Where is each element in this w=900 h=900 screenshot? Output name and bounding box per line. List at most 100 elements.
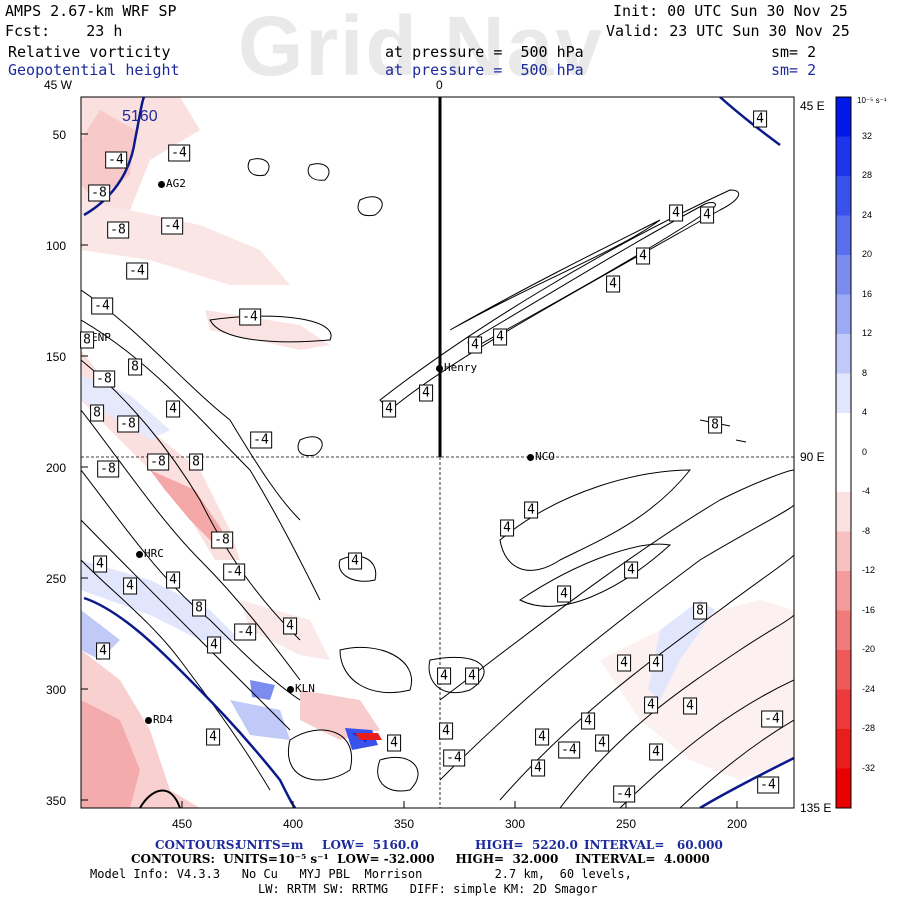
station-marker [158,181,165,188]
contour-value-label: 4 [624,561,638,579]
forecast-hour: Fcst: 23 h [5,22,123,40]
negative-vorticity-region [205,310,330,350]
contour-value-label: 4 [617,654,631,672]
meridian-label-0: 0 [436,78,443,92]
negative-vorticity-region [600,600,794,780]
contour-value-label: -8 [147,453,169,471]
station-marker [136,551,143,558]
y-tick-label: 250 [45,572,66,586]
footer-height-units: UNITS=m [236,838,304,852]
contour-value-label: 8 [708,416,722,434]
contour-value-label: 4 [595,734,609,752]
contour-value-label: -4 [234,623,256,641]
contour-value-label: -4 [223,563,245,581]
contour-value-label: -4 [161,217,183,235]
station-label: KLN [295,682,315,695]
contour-value-label: 4 [649,654,663,672]
contour-value-label: -8 [107,221,129,239]
contour-value-label: 4 [468,336,482,354]
footer-height-high: HIGH= 5220.0 [475,838,578,852]
footer-model-info: Model Info: V4.3.3 No Cu MYJ PBL Morriso… [90,867,632,881]
station-marker [287,686,294,693]
contour-value-label: 4 [493,328,507,346]
colorbar-swatch [836,452,851,493]
field2-name: Geopotential height [8,61,180,79]
contour-value-label: -8 [88,184,110,202]
contour-value-label: -4 [613,785,635,803]
colorbar-swatch [836,531,851,572]
contour-value-label: 4 [531,759,545,777]
contour-value-label: -4 [443,749,465,767]
x-tick-label: 300 [504,817,526,831]
footer-contours-label: CONTOURS: [155,838,239,852]
y-tick-label: 150 [45,350,66,364]
colorbar [836,97,851,809]
colorbar-tick-label: 8 [862,367,868,378]
positive-vorticity-region [81,375,170,440]
colorbar-tick-label: 4 [862,407,868,417]
station-label: RD4 [153,713,173,726]
field2-smoothing: sm= 2 [771,61,817,79]
contour-value-label: 4 [123,577,137,595]
contour-value-label: -8 [211,531,233,549]
station-marker [436,365,443,372]
height-contour [83,596,297,808]
contour-value-label: 4 [283,617,297,635]
negative-vorticity-region [81,200,290,285]
colorbar-swatch [836,650,851,690]
contour-value-label: 4 [93,555,107,573]
height-contour [699,756,794,808]
field1-name: Relative vorticity [8,43,171,61]
colorbar-swatch [836,294,851,335]
colorbar-tick-label: 16 [862,288,873,299]
contour-value-label: 4 [700,206,714,224]
colorbar-tick-label: 20 [862,249,873,259]
contour-value-label: 4 [636,247,650,265]
station-marker [145,717,152,724]
contour-value-label: 4 [206,728,220,746]
x-tick-label: 450 [171,817,193,831]
contour-value-label: -4 [239,308,261,326]
footer-physics-info: LW: RRTM SW: RRTMG DIFF: simple KM: 2D S… [258,882,598,896]
contour-value-label: -4 [126,262,148,280]
colorbar-tick-label: 24 [862,209,873,220]
contour-value-label: 4 [166,400,180,418]
negative-vorticity-region [81,700,140,808]
station-marker [527,454,534,461]
colorbar-tick-label: 32 [862,130,873,141]
y-tick-label: 300 [45,683,66,697]
contour-value-label: 4 [606,275,620,293]
contour-value-label: -8 [97,460,119,478]
colorbar-swatch [836,768,851,809]
contour-value-label: 4 [166,571,180,589]
contour-value-label: 4 [535,728,549,746]
contour-value-label: 8 [90,404,104,422]
colorbar-tick-label: -12 [862,565,876,575]
contour-value-label: 8 [189,453,203,471]
contour-value-label: -4 [250,431,272,449]
model-title: AMPS 2.67-km WRF SP [5,2,177,20]
field1-smoothing: sm= 2 [771,43,817,61]
height-contour-label: 5160 [122,108,158,125]
colorbar-swatch [836,136,851,177]
contour-value-label: 8 [80,331,94,349]
meridian-label-90e: 90 E [800,450,825,464]
colorbar-tick-label: 0 [862,446,868,457]
contour-value-label: 4 [439,722,453,740]
colorbar-unit: 10⁻⁵ s⁻¹ [857,96,887,105]
contour-value-label: 4 [387,734,401,752]
contour-value-label: 4 [649,743,663,761]
meridian-label-45w: 45 W [44,78,73,92]
colorbar-tick-label: -20 [862,644,876,654]
map-frame [80,96,795,809]
positive-vorticity-region [81,610,120,660]
contour-value-label: -8 [117,415,139,433]
station-label: AG2 [166,177,186,190]
contour-value-label: -4 [761,710,783,728]
negative-vorticity-region [150,470,222,548]
footer-height-interval: INTERVAL= 60.000 [584,838,723,852]
x-tick-label: 250 [615,817,637,831]
colorbar-tick-label: -28 [862,723,876,733]
colorbar-tick-label: 28 [862,170,873,180]
contour-value-label: 4 [524,501,538,519]
